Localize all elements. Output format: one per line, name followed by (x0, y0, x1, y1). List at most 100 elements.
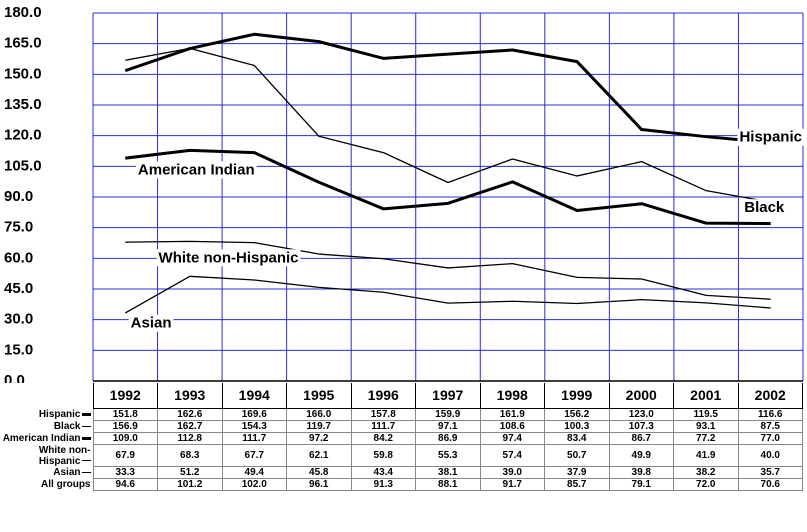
table-cell: 97.2 (286, 432, 352, 445)
series-line (124, 275, 771, 314)
table-cell: 39.8 (608, 466, 674, 479)
x-tick-label: 1998 (479, 383, 545, 409)
y-tick-label: 45.0 (4, 280, 33, 297)
table-cell: 151.8 (92, 408, 158, 421)
table-cell: 169.6 (221, 408, 287, 421)
table-cell: 156.2 (544, 408, 610, 421)
y-tick-label: 105.0 (4, 157, 42, 174)
table-cell: 38.2 (673, 466, 739, 479)
annotation: Hispanic (739, 129, 802, 146)
annotation-bg (135, 161, 257, 179)
y-tick-label: 90.0 (4, 188, 33, 205)
x-tick-label: 1997 (415, 383, 481, 409)
x-tick-label: 1993 (157, 383, 223, 409)
table-cell: 111.7 (221, 432, 287, 445)
row-label-text: Black (53, 421, 81, 432)
row-label: White non-Hispanic (0, 445, 93, 467)
table-cell: 93.1 (673, 420, 739, 433)
x-tick-label: 2001 (673, 383, 739, 409)
table-row: Asian 33.3 51.2 49.4 45.8 43.4 38.1 39.0 37.9 39.… (0, 466, 803, 479)
y-tick-label: 0.0 (4, 372, 25, 383)
table-cell: 77.2 (673, 432, 739, 445)
y-tick-label: 75.0 (4, 219, 33, 236)
table-cell: 102.0 (221, 478, 287, 491)
header-row: 1992 1993 1994 1995 1996 1997 1998 1999 2000 2001… (0, 383, 803, 409)
table-cell: 37.9 (544, 466, 610, 479)
table-cell: 55.3 (415, 444, 481, 467)
annotation-bg (128, 314, 174, 332)
row-label: Black (0, 421, 93, 433)
corner (0, 383, 93, 409)
table-cell: 107.3 (608, 420, 674, 433)
legend-marker (81, 425, 91, 427)
table-row: Black 156.9 162.7 154.3 119.7 111.7 97.1 108.6 1… (0, 420, 803, 433)
table-cell: 119.5 (673, 408, 739, 421)
annotation: Black (744, 199, 785, 216)
table-cell: 157.8 (350, 408, 416, 421)
table-cell: 97.1 (415, 420, 481, 433)
y-tick-label: 60.0 (4, 249, 33, 266)
table-cell: 94.6 (92, 478, 158, 491)
table-cell: 35.7 (737, 466, 803, 479)
table-cell: 119.7 (286, 420, 352, 433)
legend-marker (81, 436, 91, 440)
table-cell: 116.6 (737, 408, 803, 421)
table-cell: 111.7 (350, 420, 416, 433)
series-line (125, 47, 771, 203)
x-tick-label: 2002 (737, 383, 803, 409)
data-table: 1992 1993 1994 1995 1996 1997 1998 1999 2000 2001… (0, 383, 803, 491)
table-cell: 91.3 (350, 478, 416, 491)
table-cell: 40.0 (737, 444, 803, 467)
table-cell: 38.1 (415, 466, 481, 479)
x-tick-label: 2000 (608, 383, 674, 409)
table-cell: 112.8 (157, 432, 223, 445)
row-label: Asian (0, 467, 93, 479)
table-cell: 62.1 (286, 444, 352, 467)
annotation-bg (737, 128, 804, 146)
table-cell: 159.9 (415, 408, 481, 421)
table-cell: 101.2 (157, 478, 223, 491)
x-tick-label: 1995 (286, 383, 352, 409)
table-cell: 67.7 (221, 444, 287, 467)
table-row: All groups 94.6 101.2 102.0 96.1 91.3 88.1 91.7… (0, 478, 803, 491)
x-tick-label: 1992 (92, 383, 158, 409)
legend-marker (81, 460, 91, 462)
row-label: Hispanic (0, 409, 93, 421)
legend-marker (81, 471, 91, 473)
row-label: American Indian (0, 433, 93, 445)
y-tick-label: 180.0 (4, 4, 42, 21)
table-cell: 57.4 (479, 444, 545, 467)
table-cell: 86.9 (415, 432, 481, 445)
row-label-text: American Indian (2, 433, 81, 444)
series-line (124, 32, 771, 145)
table-cell: 84.2 (350, 432, 416, 445)
table-cell: 86.7 (608, 432, 674, 445)
legend-marker (81, 412, 91, 416)
y-tick-label: 165.0 (4, 35, 42, 52)
table-cell: 108.6 (479, 420, 545, 433)
row-label-text: White non-Hispanic (38, 444, 91, 467)
table-cell: 166.0 (286, 408, 352, 421)
table-cell: 43.4 (350, 466, 416, 479)
table-row: White non-Hispanic 67.9 68.3 67.7 62.1 59.8 55… (0, 444, 803, 467)
table-cell: 79.1 (608, 478, 674, 491)
table-cell: 72.0 (673, 478, 739, 491)
table-row: American Indian 109.0 112.8 111.7 97.2 84.2 86… (0, 432, 803, 445)
row-label: All groups (0, 479, 93, 491)
table-cell: 87.5 (737, 420, 803, 433)
table-cell: 77.0 (737, 432, 803, 445)
chart: 0.0 15.0 30.0 45.0 60.0 75.0 90.0 105.0 120.0 135… (4, 4, 804, 383)
table-cell: 59.8 (350, 444, 416, 467)
x-tick-label: 1999 (544, 383, 610, 409)
table-cell: 162.7 (157, 420, 223, 433)
table-cell: 83.4 (544, 432, 610, 445)
table-cell: 45.8 (286, 466, 352, 479)
table-cell: 85.7 (544, 478, 610, 491)
row-label-text: Hispanic (38, 409, 81, 420)
table-cell: 109.0 (92, 432, 158, 445)
x-tick-label: 1994 (221, 383, 287, 409)
x-tick-label: 1996 (350, 383, 416, 409)
table-cell: 70.6 (737, 478, 803, 491)
table-cell: 96.1 (286, 478, 352, 491)
table-cell: 67.9 (92, 444, 158, 467)
